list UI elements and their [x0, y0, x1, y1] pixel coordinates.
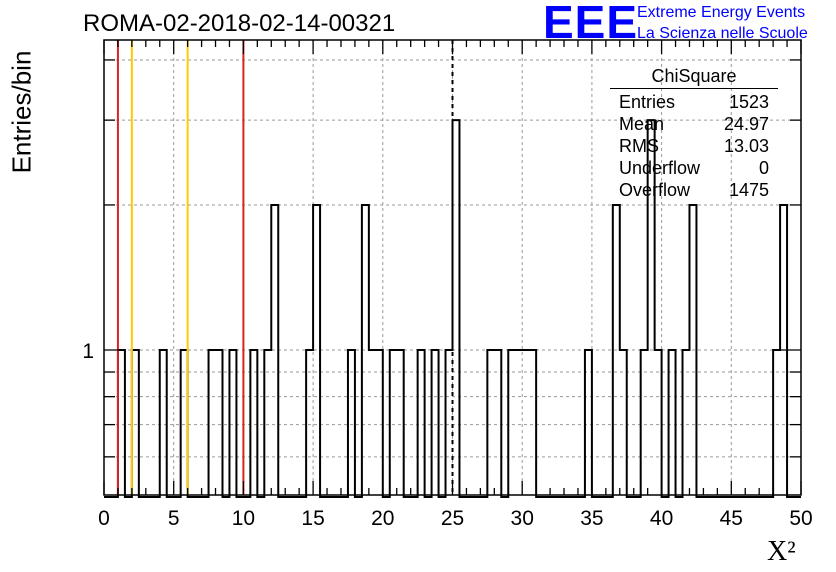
stats-label: Overflow	[619, 180, 691, 200]
histogram-bar	[390, 350, 397, 497]
x-tick-label: 10	[232, 507, 255, 530]
x-tick-label: 20	[371, 507, 394, 530]
x-axis-label: X²	[767, 536, 796, 567]
stats-label: RMS	[619, 136, 659, 156]
histogram-bar	[369, 350, 376, 497]
stats-label: Entries	[619, 92, 676, 112]
stats-value: 13.03	[723, 136, 769, 156]
histogram-bar	[683, 350, 690, 497]
histogram-bar	[453, 120, 460, 497]
histogram-outline	[104, 119, 801, 498]
x-tick-label: 40	[650, 507, 673, 530]
stats-row-overflow: Overflow 1475	[610, 179, 778, 201]
x-tick-label: 45	[720, 507, 743, 530]
stats-value: 0	[758, 158, 769, 178]
histogram-bar	[313, 205, 320, 497]
histogram-bar	[118, 350, 125, 497]
histogram-bar	[376, 350, 383, 497]
histogram-bar	[348, 350, 355, 497]
histogram-bar	[655, 350, 662, 497]
x-tick-label: 15	[301, 507, 324, 530]
stats-label: Underflow	[619, 158, 701, 178]
x-tick-label: 35	[580, 507, 603, 530]
histogram-bar	[508, 350, 515, 497]
histogram-bar	[689, 205, 696, 497]
histogram-bar	[209, 350, 216, 497]
histogram-bar	[264, 350, 271, 497]
histogram-bar	[229, 350, 236, 497]
stats-title: ChiSquare	[610, 65, 778, 89]
histogram-bar	[250, 350, 257, 497]
eee-logo: EEE	[543, 0, 639, 48]
stats-value: 1475	[728, 180, 769, 200]
stats-row-rms: RMS 13.03	[610, 135, 778, 157]
histogram-bar	[181, 350, 188, 497]
histogram-bar	[529, 350, 536, 497]
histogram-bar	[780, 205, 787, 497]
histogram-bar	[773, 350, 780, 497]
histogram-bar	[494, 350, 501, 497]
logo-line-1: Extreme Energy Events	[637, 4, 806, 21]
stats-box: ChiSquare Entries 1523 Mean 24.97 RMS 13…	[610, 65, 778, 201]
histogram-bar	[418, 350, 425, 497]
histogram-bar	[515, 350, 522, 497]
histogram-bar	[641, 350, 648, 497]
logo-line-2: La Scienza nelle Scuole	[637, 25, 808, 42]
histogram-bar	[160, 350, 167, 497]
y-axis-label: Entries/bin	[6, 50, 37, 174]
stats-row-mean: Mean 24.97	[610, 113, 778, 135]
stats-value: 24.97	[723, 114, 769, 134]
x-tick-label: 25	[441, 507, 464, 530]
histogram-bar	[397, 350, 404, 497]
histogram-bar	[432, 350, 439, 497]
stats-row-entries: Entries 1523	[610, 91, 778, 113]
histogram-bar	[132, 350, 139, 497]
histogram-bar	[216, 350, 223, 497]
histogram-bar	[620, 350, 627, 497]
stats-label: Mean	[619, 114, 665, 134]
stats-value: 1523	[728, 92, 769, 112]
histogram-bar	[306, 350, 313, 497]
stats-row-underflow: Underflow 0	[610, 157, 778, 179]
x-tick-label: 50	[789, 507, 812, 530]
histogram-bar	[613, 205, 620, 497]
histogram-bar	[669, 350, 676, 497]
x-tick-label: 0	[98, 507, 110, 530]
histogram-bar	[487, 350, 494, 497]
chart-title: ROMA-02-2018-02-14-00321	[83, 10, 396, 37]
histogram-bar	[362, 205, 369, 497]
histogram-bar	[522, 350, 529, 497]
histogram-bar	[271, 205, 278, 497]
x-tick-label: 5	[168, 507, 180, 530]
histogram-bar	[585, 350, 592, 497]
y-tick-label: 1	[82, 340, 94, 363]
x-tick-label: 30	[511, 507, 534, 530]
histogram-bar	[446, 350, 453, 497]
